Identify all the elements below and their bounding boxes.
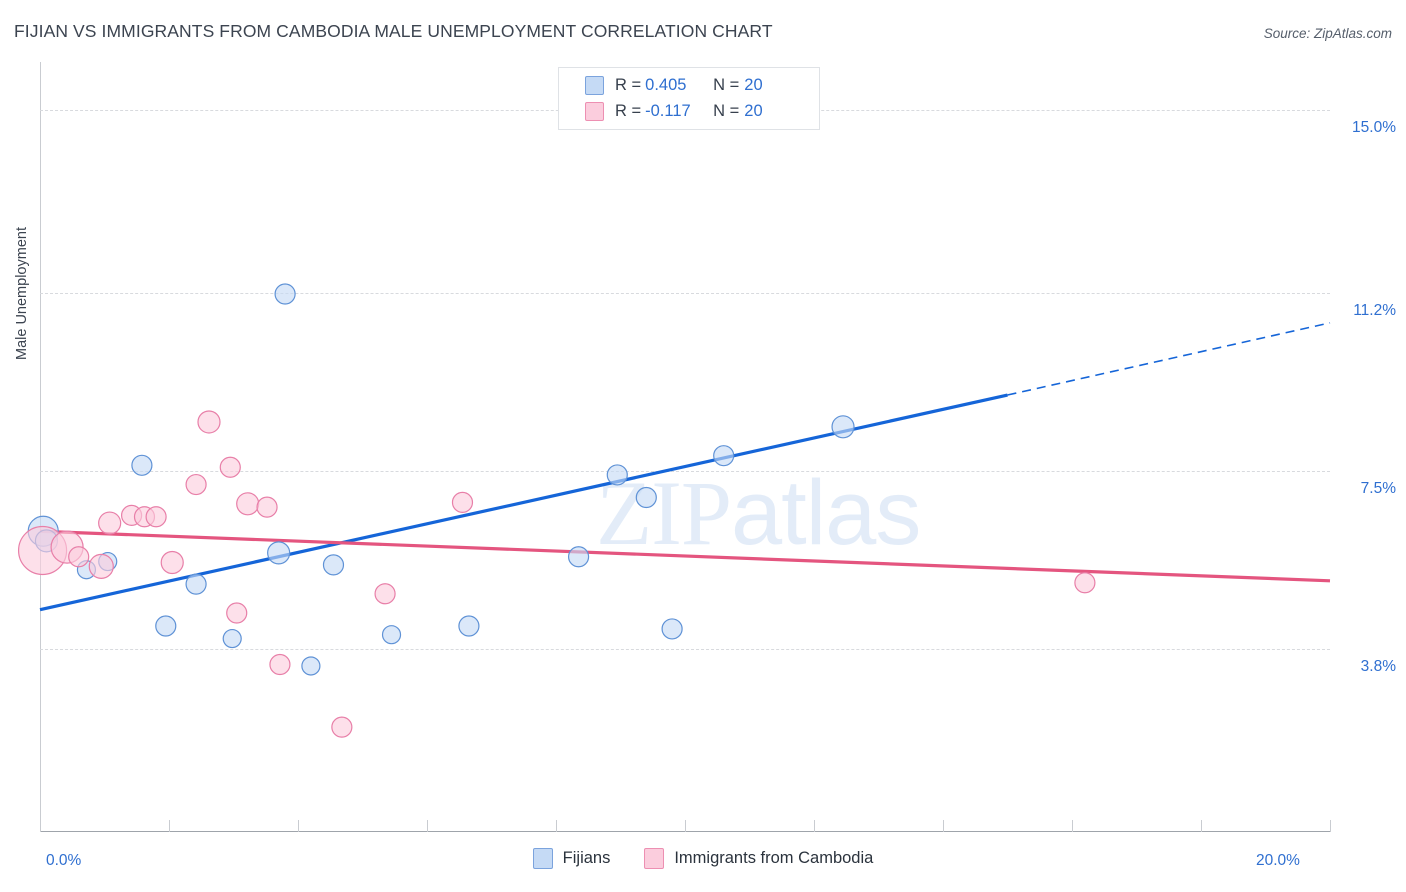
x-tick-label-1: 20.0%: [1256, 852, 1300, 869]
stats-n-value-cambodia: 20: [744, 102, 763, 120]
legend-item-cambodia[interactable]: Immigrants from Cambodia: [644, 848, 873, 869]
x-tick: [685, 820, 686, 832]
scatter-point[interactable]: [301, 656, 321, 676]
scatter-point[interactable]: [185, 573, 207, 595]
scatter-point[interactable]: [88, 553, 114, 579]
stats-n-value-fijians: 20: [744, 76, 763, 94]
scatter-point[interactable]: [713, 445, 735, 467]
scatter-point[interactable]: [635, 486, 657, 509]
source-label: Source: ZipAtlas.com: [1263, 26, 1392, 41]
scatter-point[interactable]: [269, 653, 291, 676]
scatter-point[interactable]: [236, 492, 260, 516]
y-tick-label-3: 3.8%: [1360, 658, 1396, 676]
scatter-point[interactable]: [131, 454, 153, 476]
scatter-point[interactable]: [98, 511, 122, 535]
scatter-point[interactable]: [185, 473, 207, 496]
stats-row-cambodia: R = -0.117 N = 20: [585, 99, 819, 125]
scatter-point[interactable]: [381, 625, 402, 645]
scatter-point[interactable]: [451, 491, 474, 513]
scatter-point[interactable]: [145, 506, 167, 528]
trendline-projection: [1007, 322, 1331, 396]
scatter-point[interactable]: [256, 496, 278, 518]
scatter-point[interactable]: [219, 456, 241, 478]
x-tick: [556, 820, 557, 832]
legend-label-cambodia: Immigrants from Cambodia: [674, 849, 874, 867]
scatter-point[interactable]: [68, 546, 90, 568]
scatter-point[interactable]: [606, 464, 628, 486]
stats-n-label-fijians: N =: [713, 76, 740, 94]
x-tick: [298, 820, 299, 832]
page-title: FIJIAN VS IMMIGRANTS FROM CAMBODIA MALE …: [14, 21, 773, 41]
y-tick-label-1: 11.2%: [1353, 302, 1396, 319]
scatter-point[interactable]: [374, 583, 396, 605]
x-tick: [427, 820, 428, 832]
scatter-point[interactable]: [331, 716, 353, 738]
x-tick: [1201, 820, 1202, 832]
gridline: [40, 293, 1330, 294]
plot-area: ZIPatlas: [17, 62, 1331, 832]
stats-r-label-cambodia: R =: [615, 102, 642, 120]
x-tick: [943, 820, 944, 832]
x-tick-label-0: 0.0%: [46, 852, 82, 869]
scatter-point[interactable]: [160, 550, 184, 575]
legend-swatch-cambodia: [644, 848, 665, 869]
x-tick: [814, 820, 815, 832]
stats-r-label-fijians: R =: [615, 76, 642, 94]
scatter-point[interactable]: [274, 283, 296, 305]
scatter-point[interactable]: [831, 415, 855, 439]
stats-r-value-cambodia: -0.117: [645, 102, 691, 120]
scatter-point[interactable]: [567, 546, 590, 568]
legend-label-fijians: Fijians: [562, 849, 611, 867]
stats-n-label-cambodia: N =: [713, 102, 740, 120]
scatter-point[interactable]: [661, 618, 683, 640]
scatter-point[interactable]: [226, 602, 248, 624]
scatter-point[interactable]: [197, 410, 221, 434]
trendline: [39, 529, 1331, 583]
scatter-point[interactable]: [322, 554, 345, 576]
scatter-point[interactable]: [1074, 572, 1096, 594]
legend-swatch-fijians: [532, 848, 553, 869]
trendline: [39, 393, 1008, 612]
series-legend: Fijians Immigrants from Cambodia: [0, 848, 1406, 869]
data-layer: [17, 283, 1331, 738]
x-tick: [40, 820, 41, 832]
stats-r-value-fijians: 0.405: [645, 76, 687, 94]
gridline: [40, 471, 1330, 473]
scatter-point[interactable]: [222, 628, 242, 649]
y-axis-title: Male Unemployment: [14, 227, 30, 360]
x-tick: [1072, 820, 1073, 832]
y-tick-label-2: 7.5%: [1360, 480, 1396, 498]
x-tick: [1330, 820, 1331, 832]
stats-swatch-fijians: [585, 76, 604, 95]
scatter-point[interactable]: [458, 615, 480, 637]
x-tick: [169, 820, 170, 832]
y-tick-label-0: 15.0%: [1352, 119, 1396, 137]
scatter-point[interactable]: [267, 541, 291, 565]
scatter-point[interactable]: [155, 615, 177, 637]
gridline: [40, 649, 1330, 651]
legend-item-fijians[interactable]: Fijians: [532, 848, 611, 869]
stats-row-fijians: R = 0.405 N = 20: [585, 73, 819, 99]
stats-swatch-cambodia: [585, 102, 604, 121]
correlation-stats-box: R = 0.405 N = 20 R = -0.117 N = 20: [558, 67, 820, 130]
